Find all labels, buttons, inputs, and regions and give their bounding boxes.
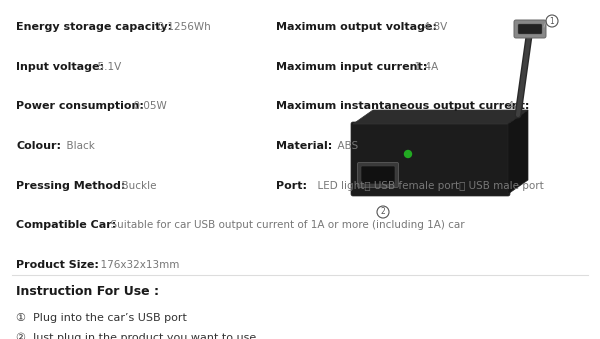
Text: Pressing Method:: Pressing Method: [16,181,125,191]
FancyBboxPatch shape [351,122,510,196]
Text: Maximum instantaneous output current:: Maximum instantaneous output current: [276,101,529,111]
Text: Black: Black [60,141,95,151]
Text: 0.1256Wh: 0.1256Wh [151,22,211,32]
Text: Product Size:: Product Size: [16,260,99,270]
Text: Port:: Port: [276,181,307,191]
Text: 1: 1 [550,17,554,25]
Text: ABS: ABS [331,141,358,151]
Text: LED light， USB female port， USB male port: LED light， USB female port， USB male por… [311,181,544,191]
Text: Maximum output voltage:: Maximum output voltage: [276,22,437,32]
Text: Power consumption:: Power consumption: [16,101,144,111]
Text: 176x32x13mm: 176x32x13mm [94,260,179,270]
Text: 1.4A: 1.4A [408,62,438,72]
Text: Material:: Material: [276,141,332,151]
Polygon shape [508,110,528,194]
Text: 4.8V: 4.8V [417,22,447,32]
FancyBboxPatch shape [518,24,542,34]
Text: Energy storage capacity:: Energy storage capacity: [16,22,172,32]
Text: Colour:: Colour: [16,141,61,151]
Text: 0.05W: 0.05W [127,101,167,111]
Text: Suitable for car USB output current of 1A or more (including 1A) car: Suitable for car USB output current of 1… [104,220,465,230]
Text: Instruction For Use :: Instruction For Use : [16,285,159,298]
Text: ①  Plug into the car’s USB port: ① Plug into the car’s USB port [16,313,187,323]
FancyBboxPatch shape [361,166,395,184]
Text: Compatible Car:: Compatible Car: [16,220,116,230]
Text: 2: 2 [380,207,385,217]
FancyBboxPatch shape [358,162,398,187]
Text: 4A: 4A [501,101,521,111]
Text: Maximum input current:: Maximum input current: [276,62,427,72]
Text: 5.1V: 5.1V [91,62,121,72]
Text: Buckle: Buckle [115,181,157,191]
Circle shape [404,151,412,158]
Polygon shape [353,110,528,124]
FancyBboxPatch shape [514,20,546,38]
Text: ②  Just plug in the product you want to use: ② Just plug in the product you want to u… [16,333,256,339]
Text: Input voltage:: Input voltage: [16,62,104,72]
